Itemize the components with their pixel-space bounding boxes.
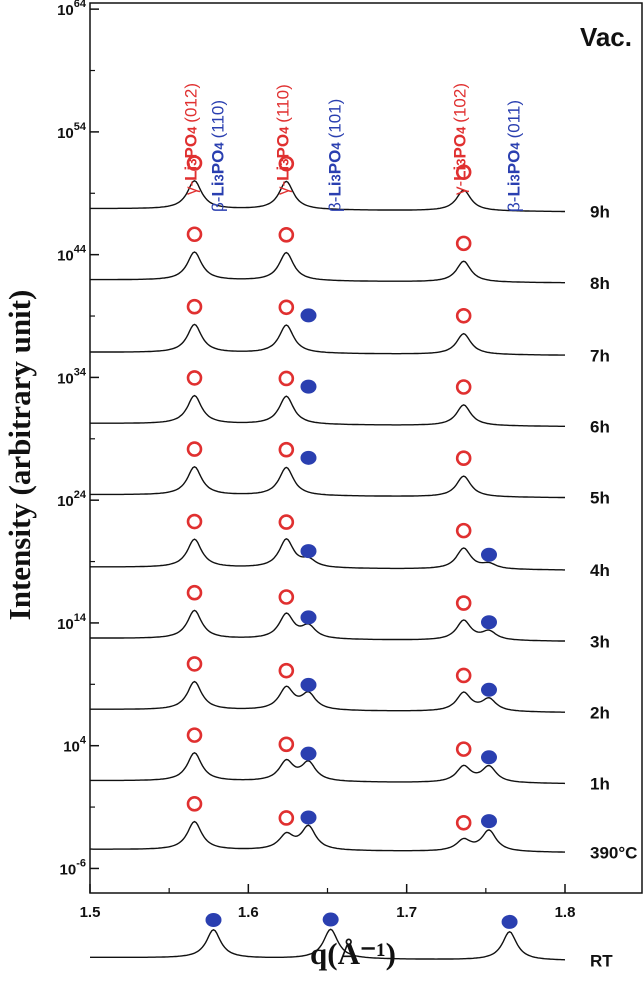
xrd-curve [90,251,565,284]
gamma-marker [186,298,203,315]
gamma-marker [186,584,203,601]
gamma-marker [186,727,203,743]
gamma-marker [278,227,295,243]
y-tick-label: 1054 [57,121,87,142]
beta-marker [300,308,317,323]
y-tick-label: 1044 [57,244,87,265]
gamma-marker [455,235,472,252]
xrd-curve [90,465,565,499]
y-tick-label: 1014 [57,612,87,633]
beta-marker [481,547,497,562]
gamma-marker [455,450,472,466]
peak-label: β-Li3PO4(011) [505,100,524,212]
beta-marker [501,914,518,929]
plot-frame [89,2,643,894]
x-tick-label: 1.6 [238,904,259,921]
beta-marker [205,913,222,928]
gamma-marker [186,370,203,386]
curve-labels: 9h 8h 7h 6h 5h 4h 3h 2h 1h 390°C RT [590,203,637,971]
peak-label: β-Li3PO4(110) [209,100,228,212]
x-tick-label: 1.8 [555,904,576,921]
curve-label: 1h [590,775,610,794]
gamma-marker [278,441,295,458]
xrd-curve [90,928,566,961]
beta-marker [300,379,317,394]
x-tick-label: 1.5 [80,904,101,921]
xrd-curve [90,820,565,853]
gamma-marker [278,370,295,387]
curve-label: 5h [590,489,610,508]
gamma-marker [186,656,203,672]
gamma-marker [278,155,295,172]
gamma-marker [186,226,203,243]
beta-marker [300,450,317,465]
curve-label: 6h [590,418,610,437]
peak-label: γ-Li3PO4(102) [451,83,470,195]
gamma-marker [455,307,472,324]
axis-ticks [89,8,566,893]
x-tick-labels: 1.5 1.6 1.7 1.8 [80,904,576,921]
gamma-marker [278,589,295,605]
xrd-curve [90,394,565,427]
beta-marker [481,615,497,630]
curve-label: 8h [590,274,610,293]
xrd-curve [90,537,565,571]
y-tick-label: 104 [63,735,87,756]
peak-label: γ-Li3PO4(110) [273,84,292,195]
gamma-marker [278,299,295,316]
beta-marker [300,810,317,825]
y-axis-title: Intensity (arbitrary unit) [2,290,37,621]
curve-label: RT [590,952,613,971]
y-tick-label: 10-6 [60,857,86,878]
y-tick-label: 1024 [57,489,87,510]
curve-label: 2h [590,704,610,723]
y-tick-label: 1064 [57,0,87,19]
peak-label: β-Li3PO4(101) [326,99,345,212]
gamma-marker [278,662,295,679]
gamma-marker [278,736,295,753]
gamma-marker [278,514,295,530]
xrd-curve [90,609,565,642]
curve-label: 390°C [590,843,637,862]
xrd-curve [90,323,565,356]
y-tick-labels: 10-6 104 1014 1024 1034 1044 1054 1064 [57,0,87,878]
gamma-marker [455,164,472,180]
curves [90,179,566,961]
curve-label: 9h [590,203,610,222]
x-axis-title: q(Å⁻¹) [310,936,396,971]
beta-marker [481,750,497,765]
curve-label: 3h [590,632,610,651]
xrd-curve [90,179,565,213]
gamma-marker [455,522,472,539]
curve-label: 7h [590,346,610,365]
gamma-marker [455,741,472,757]
beta-marker [300,677,317,692]
gamma-marker [186,513,203,530]
gamma-marker [455,814,472,831]
peak-label: γ-Li3PO4(012) [182,83,201,195]
xrd-curve [90,680,565,713]
beta-marker [322,912,339,927]
gamma-marker [186,155,203,171]
gamma-marker [455,595,472,611]
peak-markers [186,155,518,929]
gamma-marker [455,379,472,395]
beta-marker [300,544,317,559]
beta-marker [481,814,497,829]
xrd-curve [90,751,566,785]
gamma-marker [455,667,472,684]
beta-marker [481,682,497,697]
gamma-marker [278,810,295,826]
beta-marker [300,746,317,761]
gamma-marker [186,441,203,457]
y-tick-label: 1034 [57,366,87,387]
beta-marker [300,610,317,625]
peak-labels: γ-Li3PO4(012) β-Li3PO4(110) γ-Li3PO4(110) β… [182,83,524,212]
x-tick-label: 1.7 [396,904,417,921]
curve-label: 4h [590,561,610,580]
corner-label: Vac. [580,22,632,52]
gamma-marker [186,796,203,812]
